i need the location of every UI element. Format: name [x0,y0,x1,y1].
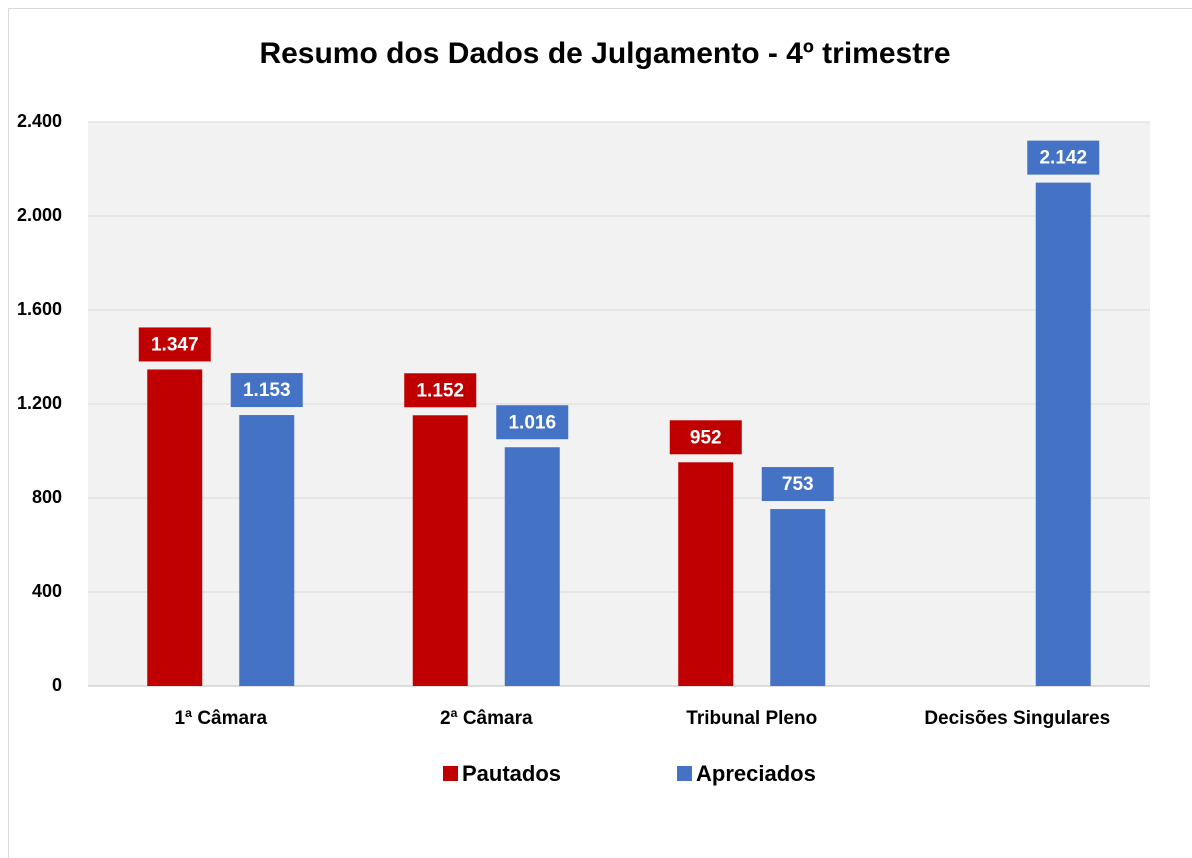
y-tick-label: 1.200 [17,393,62,413]
legend-label: Apreciados [696,761,816,786]
data-label: 753 [782,474,814,495]
y-tick-label: 800 [32,487,62,507]
data-label-box [496,405,569,440]
bar [678,462,734,686]
bar [770,509,826,686]
data-label: 2.142 [1039,148,1087,169]
data-label: 1.016 [508,412,556,433]
y-tick-label: 2.400 [17,111,62,131]
bar [412,415,468,686]
bar [239,415,295,686]
data-label-box [1027,140,1100,175]
legend-swatch [677,766,692,781]
bar [504,447,560,686]
legend-label: Pautados [462,761,561,786]
chart-title: Resumo dos Dados de Julgamento - 4º trim… [259,37,950,70]
data-label-box [230,373,303,408]
bar [147,369,203,686]
y-tick-label: 0 [52,675,62,695]
data-label-box [761,467,834,502]
data-label: 952 [690,427,722,448]
y-tick-label: 400 [32,581,62,601]
y-tick-label: 2.000 [17,205,62,225]
data-label: 1.153 [243,380,291,401]
bar [1035,182,1091,686]
data-label-box [669,420,742,455]
data-label-box [138,327,211,362]
legend-swatch [443,766,458,781]
x-tick-label: Tribunal Pleno [686,708,817,729]
y-tick-label: 1.600 [17,299,62,319]
x-tick-label: Decisões Singulares [924,708,1110,729]
data-label: 1.347 [151,334,199,355]
x-tick-label: 2ª Câmara [440,708,533,729]
x-tick-label: 1ª Câmara [174,708,267,729]
data-label-box [404,373,477,408]
data-label: 1.152 [416,380,464,401]
